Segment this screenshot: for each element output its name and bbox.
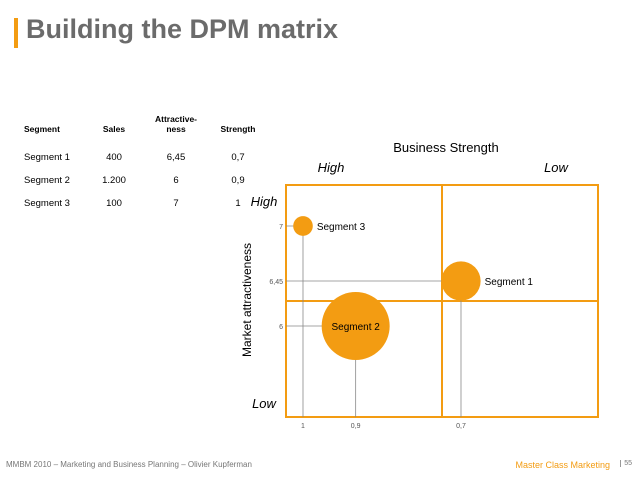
bubble-label: Segment 2: [331, 322, 380, 333]
bubble-layer: 1 0,9 0,7 7 6,45 6 Segment 3 Segment 1 Segment 2: [269, 216, 533, 430]
header-attractiveness: Attractive-ness: [154, 114, 198, 134]
page-title: Building the DPM matrix: [26, 14, 339, 44]
footer-brand: Master Class Marketing: [515, 460, 610, 470]
x-tick-label: 0,9: [351, 423, 361, 430]
table-cell: Segment 2: [24, 175, 70, 186]
footer-course: MMBM 2010 – Marketing and Business Plann…: [6, 460, 252, 469]
bubble-label: Segment 3: [317, 222, 366, 233]
y-tick-label: 7: [279, 224, 283, 231]
table-row: Segment 3 100 7 1: [20, 192, 264, 215]
table-cell: 6: [173, 175, 179, 186]
x-low-label: Low: [544, 160, 569, 175]
x-tick-label: 1: [301, 423, 305, 430]
bubble-point: [293, 216, 313, 236]
header-strength: Strength: [220, 124, 256, 134]
bubble-point: [441, 261, 481, 301]
table-cell: 0,7: [231, 152, 245, 163]
y-axis-title: Market attractiveness: [240, 243, 254, 357]
y-low-label: Low: [252, 396, 277, 411]
table-row: Segment 2 1.200 6 0,9: [20, 169, 264, 192]
table-cell: 7: [173, 198, 179, 209]
header-sales: Sales: [102, 124, 126, 134]
table-cell: 400: [106, 152, 122, 163]
x-tick-label: 0,7: [456, 423, 466, 430]
y-tick-label: 6: [279, 324, 283, 331]
y-high-label: High: [251, 194, 278, 209]
table-cell: 0,9: [231, 175, 245, 186]
segment-table: Segment Sales Attractive-ness Strength S…: [20, 114, 264, 215]
table-cell: Segment 3: [24, 198, 70, 209]
bubble-label: Segment 1: [485, 277, 534, 288]
table-header-row: Segment Sales Attractive-ness Strength: [20, 114, 264, 146]
table-cell: 6,45: [166, 152, 186, 163]
bubble-point: [321, 292, 390, 360]
table-cell: 100: [106, 198, 122, 209]
y-tick-label: 6,45: [269, 279, 283, 286]
table-row: Segment 1 400 6,45 0,7: [20, 146, 264, 169]
x-axis-title: Business Strength: [393, 140, 499, 155]
table-cell: 1: [235, 198, 241, 209]
title-accent-bar: [14, 18, 18, 48]
header-segment: Segment: [24, 124, 60, 134]
x-high-label: High: [318, 160, 345, 175]
page-number: 55: [620, 460, 632, 467]
table-cell: 1.200: [102, 175, 126, 186]
table-cell: Segment 1: [24, 152, 70, 163]
